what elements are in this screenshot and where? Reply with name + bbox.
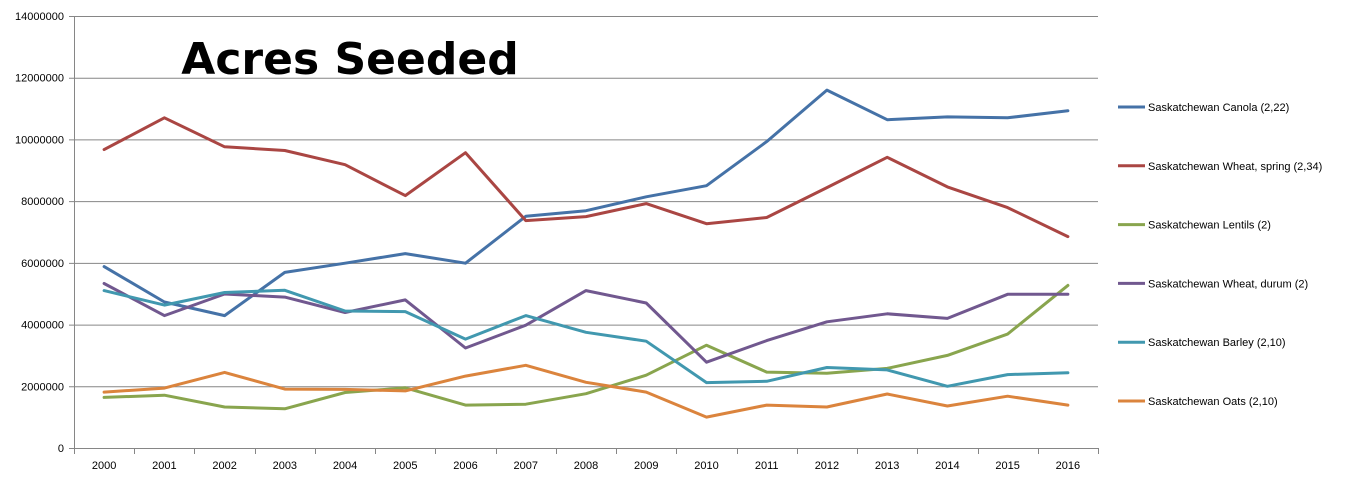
x-tick-label: 2002 [212,460,236,472]
y-tick-label: 10000000 [15,134,64,146]
legend: Saskatchewan Canola (2,22) Saskatchewan W… [1118,102,1322,408]
x-tick-label: 2012 [815,460,839,472]
x-tick-label: 2007 [514,460,538,472]
legend-label-5: Saskatchewan Barley (2,10) [1148,337,1286,349]
y-tick-label: 12000000 [15,73,64,85]
series-line-4 [102,282,1070,364]
x-tick-label: 2010 [694,460,718,472]
legend-label-2: Saskatchewan Wheat, spring (2,34) [1148,161,1322,173]
y-tick-label: 0 [58,443,64,455]
x-tick-label: 2016 [1056,460,1080,472]
legend-label-6: Saskatchewan Oats (2,10) [1148,396,1278,408]
legend-label-4: Saskatchewan Wheat, durum (2) [1148,278,1308,290]
gridlines [69,16,1098,449]
x-tick-label: 2011 [755,460,779,472]
x-tick-label: 2014 [935,460,959,472]
legend-label-3: Saskatchewan Lentils (2) [1148,220,1271,232]
y-tick-label: 2000000 [21,381,64,393]
y-tick-label: 4000000 [21,320,64,332]
x-tick-label: 2005 [393,460,417,472]
x-tick-label: 2008 [574,460,598,472]
legend-label-1: Saskatchewan Canola (2,22) [1148,102,1289,114]
y-tick-label: 6000000 [21,258,64,270]
series-lines [102,88,1070,419]
series-line-3 [102,283,1070,411]
x-tick-label: 2006 [453,460,477,472]
x-tick-label: 2004 [333,460,357,472]
series-line-6 [102,363,1070,419]
chart-title: Acres Seeded [181,34,518,85]
x-tick-label: 2001 [152,460,176,472]
x-tick-label: 2003 [273,460,297,472]
x-tick-label: 2000 [92,460,116,472]
y-tick-label: 8000000 [21,196,64,208]
axes: 0 2000000 4000000 6000000 8000000 10000000 120… [15,11,1099,472]
series-line-5 [102,288,1070,388]
series-line-2 [102,116,1070,239]
series-line-1 [102,88,1070,318]
y-tick-label: 14000000 [15,11,64,23]
x-tick-label: 2009 [634,460,658,472]
x-tick-label: 2013 [875,460,899,472]
x-tick-label: 2015 [995,460,1019,472]
